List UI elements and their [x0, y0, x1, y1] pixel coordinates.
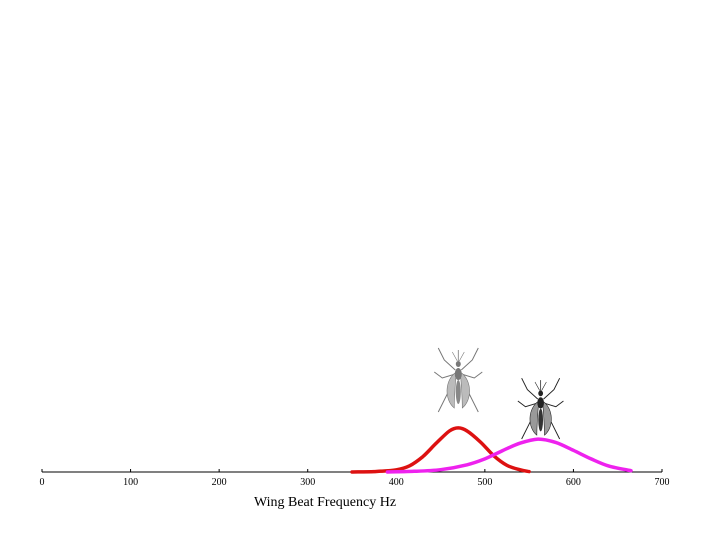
x-tick-label: 600: [566, 477, 581, 488]
x-tick-label: 300: [300, 477, 315, 488]
mosquito-icon: [517, 377, 564, 440]
x-tick-label: 100: [123, 477, 138, 488]
mosquito-icon: [433, 347, 483, 413]
x-tick-label: 400: [389, 477, 404, 488]
series-line-1: [350, 426, 531, 474]
x-tick-label: 200: [212, 477, 227, 488]
x-axis-label: Wing Beat Frequency Hz: [254, 495, 396, 510]
series-line-2: [385, 437, 633, 474]
mosquito-icons: [433, 347, 564, 440]
x-tick-label: 700: [655, 477, 670, 488]
x-tick-label: 0: [40, 477, 45, 488]
x-tick-label: 500: [477, 477, 492, 488]
series-curves: [350, 426, 633, 474]
